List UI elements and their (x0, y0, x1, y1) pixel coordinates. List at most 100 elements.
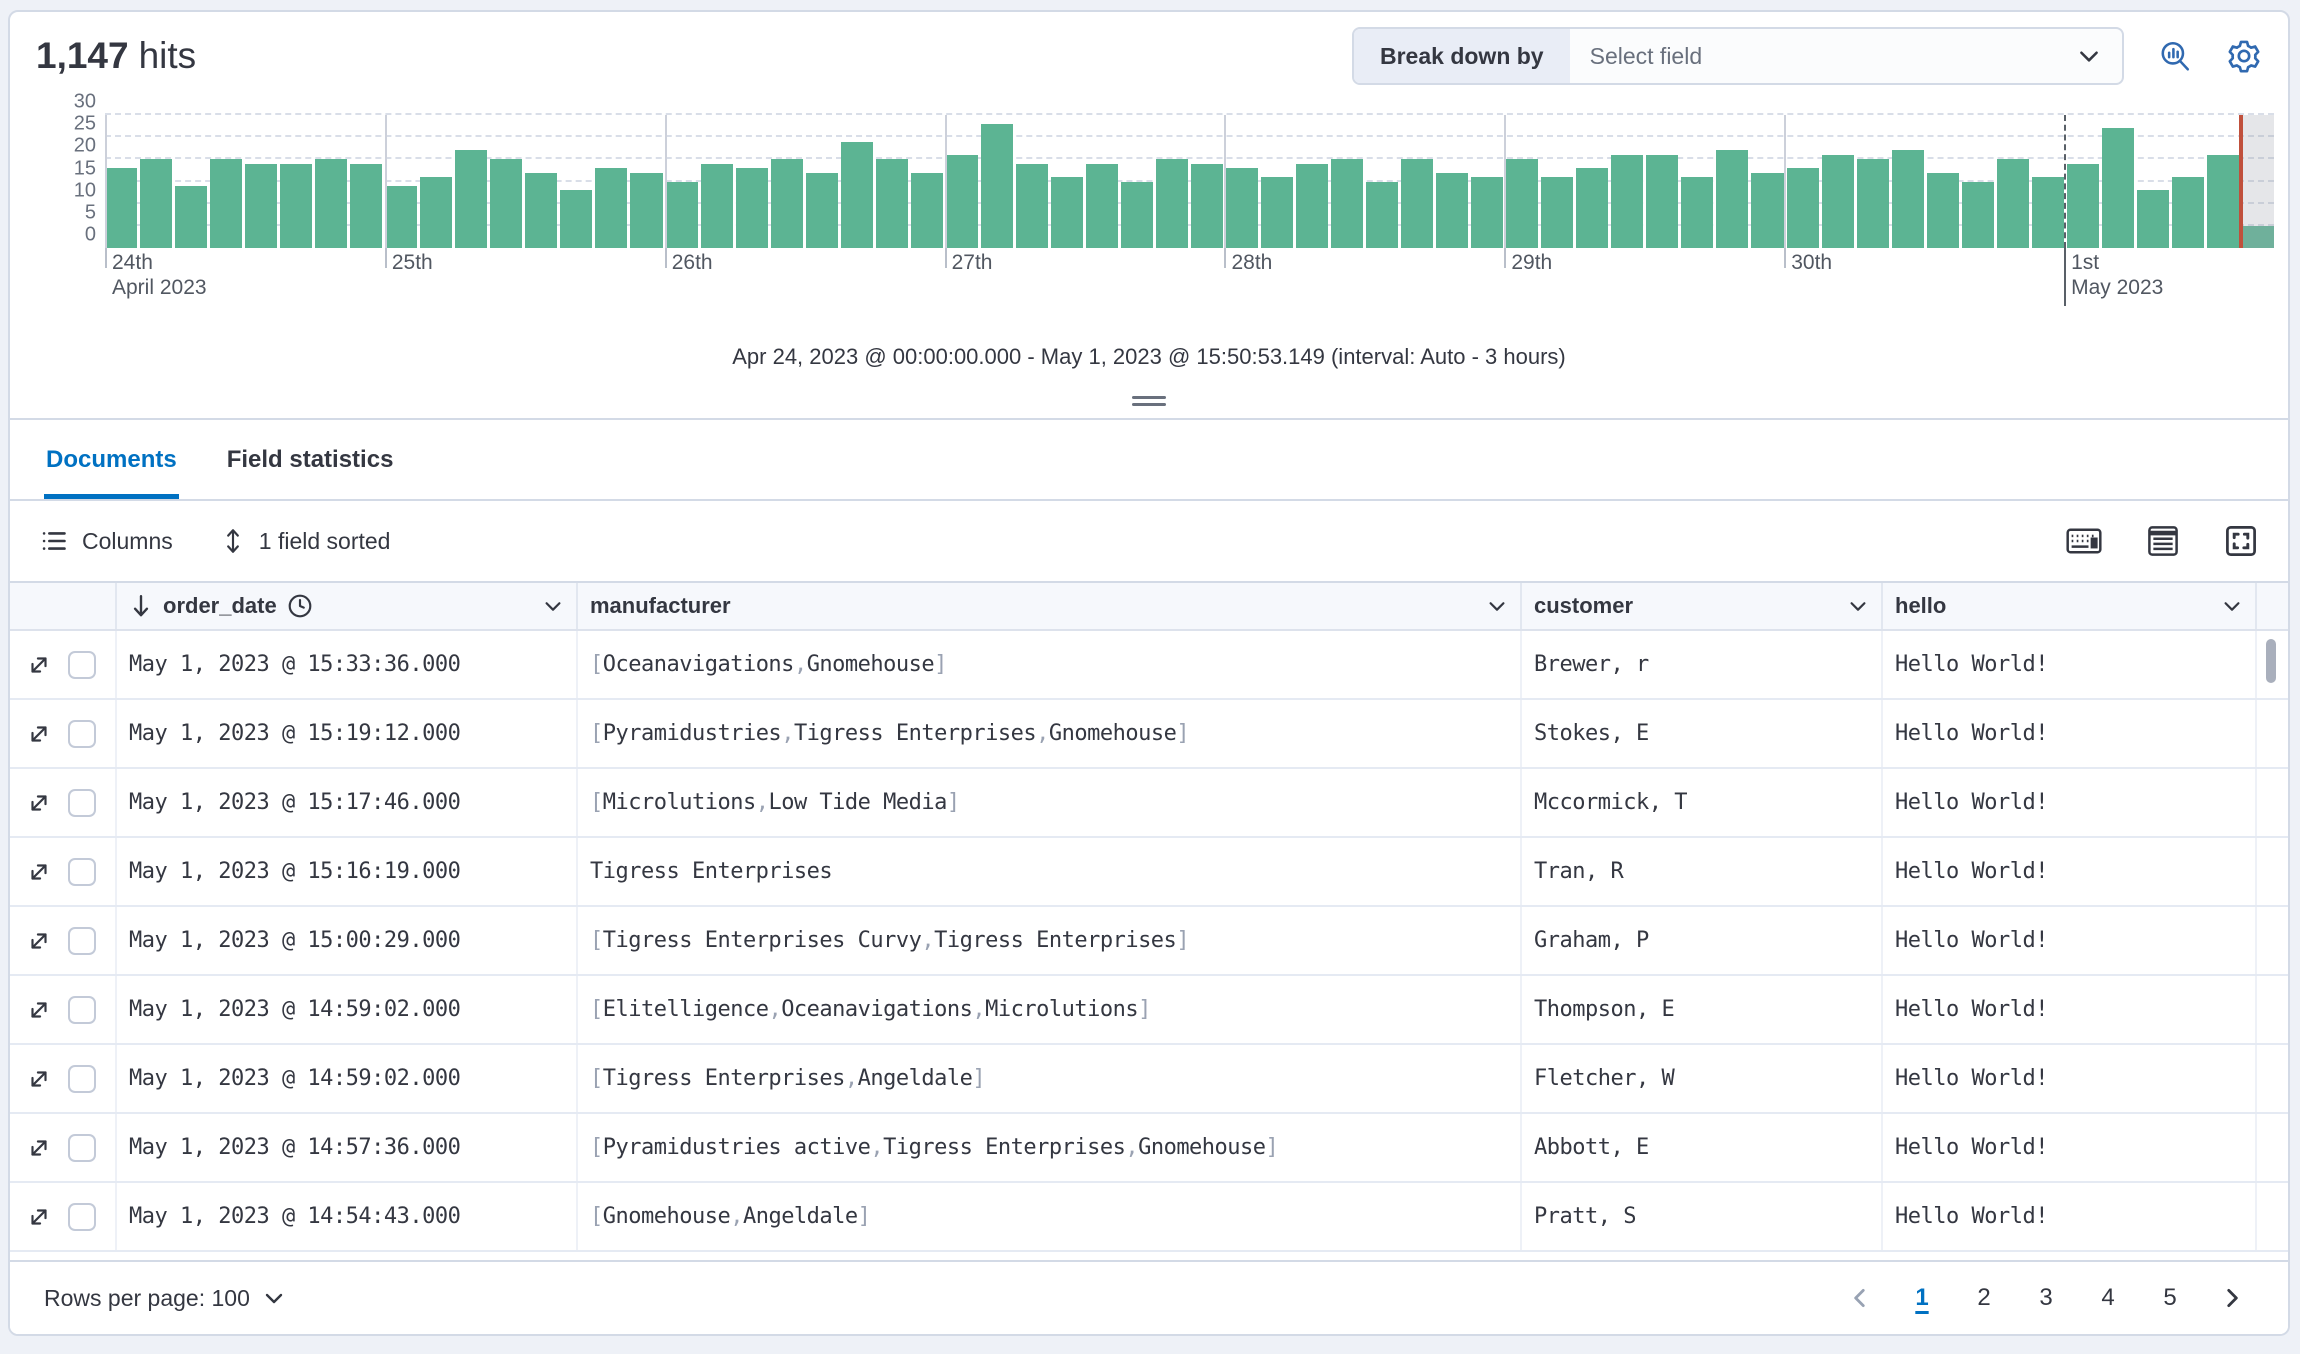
histogram-bar[interactable] (735, 168, 768, 248)
select-row-checkbox[interactable] (68, 1133, 96, 1162)
cell-manufacturer[interactable]: Tigress Enterprises (578, 838, 1522, 905)
cell-order-date[interactable]: May 1, 2023 @ 14:59:02.000 (117, 1045, 578, 1112)
page-button-1[interactable]: 1 (1900, 1276, 1944, 1320)
cell-customer[interactable]: Tran, R (1522, 838, 1883, 905)
cell-hello[interactable]: Hello World! (1883, 769, 2257, 836)
histogram-bar[interactable] (595, 168, 628, 248)
cell-hello[interactable]: Hello World! (1883, 976, 2257, 1043)
tab-field-statistics[interactable]: Field statistics (226, 446, 394, 473)
cell-customer[interactable]: Stokes, E (1522, 700, 1883, 767)
expand-document-button[interactable] (26, 1066, 52, 1092)
histogram-bar[interactable] (2066, 163, 2099, 248)
histogram-bar[interactable] (1366, 181, 1399, 248)
histogram-bar[interactable] (1085, 163, 1118, 248)
histogram-bar[interactable] (1751, 172, 1784, 248)
histogram-bar[interactable] (1050, 177, 1083, 248)
histogram-bar[interactable] (385, 185, 418, 248)
histogram-bar[interactable] (1155, 159, 1188, 248)
histogram-bar[interactable] (490, 159, 523, 248)
histogram-bar[interactable] (910, 172, 943, 248)
histogram-bar[interactable] (1120, 181, 1153, 248)
histogram-bar[interactable] (1506, 159, 1539, 248)
expand-document-button[interactable] (26, 859, 52, 885)
histogram-bar[interactable] (875, 159, 908, 248)
page-button-3[interactable]: 3 (2024, 1276, 2068, 1320)
histogram-bar[interactable] (1961, 181, 1994, 248)
histogram-bar[interactable] (840, 141, 873, 248)
histogram-bar[interactable] (1015, 163, 1048, 248)
histogram-bar[interactable] (1296, 163, 1329, 248)
expand-document-button[interactable] (26, 790, 52, 816)
cell-manufacturer[interactable]: [Pyramidustries, Tigress Enterprises, Gn… (578, 700, 1522, 767)
histogram-bar[interactable] (1681, 177, 1714, 248)
previous-page-button[interactable] (1838, 1276, 1882, 1320)
settings-button[interactable] (2226, 38, 2262, 74)
histogram-bar[interactable] (2031, 177, 2064, 248)
cell-order-date[interactable]: May 1, 2023 @ 14:59:02.000 (117, 976, 578, 1043)
histogram-bar[interactable] (175, 185, 208, 248)
cell-order-date[interactable]: May 1, 2023 @ 15:16:19.000 (117, 838, 578, 905)
select-row-checkbox[interactable] (68, 1064, 96, 1093)
histogram-bar[interactable] (700, 163, 733, 248)
cell-customer[interactable]: Brewer, r (1522, 631, 1883, 698)
chart-options-button[interactable] (2158, 39, 2192, 73)
histogram-bar[interactable] (2136, 190, 2169, 248)
cell-order-date[interactable]: May 1, 2023 @ 15:19:12.000 (117, 700, 578, 767)
histogram-bar[interactable] (1541, 177, 1574, 248)
cell-customer[interactable]: Thompson, E (1522, 976, 1883, 1043)
histogram-bar[interactable] (1331, 159, 1364, 248)
cell-customer[interactable]: Pratt, S (1522, 1183, 1883, 1250)
cell-hello[interactable]: Hello World! (1883, 631, 2257, 698)
fullscreen-button[interactable] (2224, 524, 2258, 558)
histogram-bar[interactable] (1576, 168, 1609, 248)
histogram-bar[interactable] (1891, 150, 1924, 248)
histogram-bar[interactable] (1226, 168, 1259, 248)
display-options-button[interactable] (2146, 524, 2180, 558)
column-header-order-date[interactable]: order_date (117, 583, 578, 629)
vertical-scrollbar[interactable] (2266, 639, 2276, 683)
column-header-customer[interactable]: customer (1522, 583, 1883, 629)
histogram-bar[interactable] (420, 177, 453, 248)
histogram-bar[interactable] (280, 163, 313, 248)
tab-documents[interactable]: Documents (44, 420, 179, 499)
select-row-checkbox[interactable] (68, 995, 96, 1024)
expand-document-button[interactable] (26, 928, 52, 954)
expand-document-button[interactable] (26, 1204, 52, 1230)
breakdown-field-select[interactable]: Select field (1570, 29, 2122, 83)
cell-customer[interactable]: Fletcher, W (1522, 1045, 1883, 1112)
histogram-bar[interactable] (1401, 159, 1434, 248)
cell-manufacturer[interactable]: [Microlutions, Low Tide Media] (578, 769, 1522, 836)
histogram-bar[interactable] (525, 172, 558, 248)
cell-order-date[interactable]: May 1, 2023 @ 14:54:43.000 (117, 1183, 578, 1250)
histogram-bar[interactable] (805, 172, 838, 248)
histogram-bar[interactable] (1786, 168, 1819, 248)
histogram-bar[interactable] (1646, 154, 1679, 248)
cell-hello[interactable]: Hello World! (1883, 1183, 2257, 1250)
select-row-checkbox[interactable] (68, 926, 96, 955)
cell-hello[interactable]: Hello World! (1883, 907, 2257, 974)
histogram-bar[interactable] (1436, 172, 1469, 248)
cell-customer[interactable]: Graham, P (1522, 907, 1883, 974)
expand-document-button[interactable] (26, 1135, 52, 1161)
select-row-checkbox[interactable] (68, 650, 96, 679)
histogram-plot[interactable] (105, 113, 2274, 248)
cell-hello[interactable]: Hello World! (1883, 1045, 2257, 1112)
cell-manufacturer[interactable]: [Pyramidustries active, Tigress Enterpri… (578, 1114, 1522, 1181)
page-button-4[interactable]: 4 (2086, 1276, 2130, 1320)
column-header-hello[interactable]: hello (1883, 583, 2257, 629)
histogram-bar[interactable] (560, 190, 593, 248)
page-button-2[interactable]: 2 (1962, 1276, 2006, 1320)
histogram-bar[interactable] (980, 123, 1013, 248)
cell-customer[interactable]: Mccormick, T (1522, 769, 1883, 836)
cell-hello[interactable]: Hello World! (1883, 700, 2257, 767)
histogram-bar[interactable] (1821, 154, 1854, 248)
histogram-bar[interactable] (210, 159, 243, 248)
expand-document-button[interactable] (26, 997, 52, 1023)
histogram-bar[interactable] (1611, 154, 1644, 248)
histogram-bar[interactable] (2171, 177, 2204, 248)
histogram-bar[interactable] (665, 181, 698, 248)
select-row-checkbox[interactable] (68, 1202, 96, 1231)
cell-order-date[interactable]: May 1, 2023 @ 15:00:29.000 (117, 907, 578, 974)
cell-hello[interactable]: Hello World! (1883, 838, 2257, 905)
histogram-bar[interactable] (1471, 177, 1504, 248)
